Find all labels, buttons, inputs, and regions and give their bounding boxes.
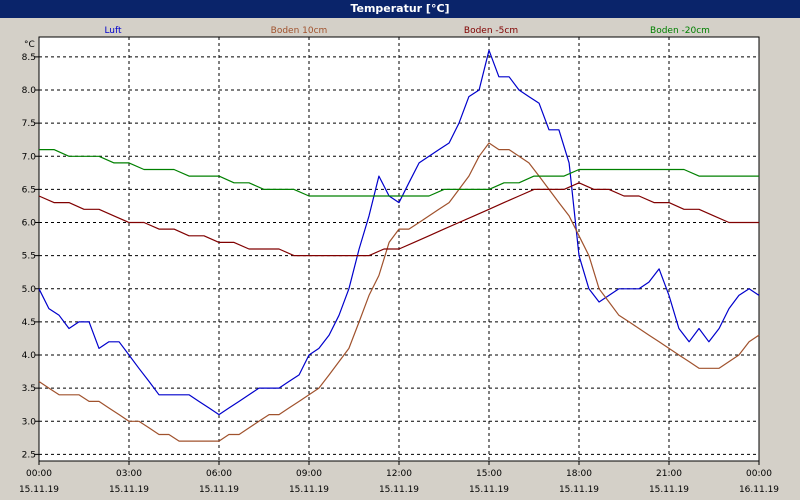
x-tick-time: 12:00	[386, 469, 412, 479]
x-tick-date: 15.11.19	[19, 485, 59, 495]
legend-label-0: Luft	[104, 26, 122, 36]
series-line-3	[39, 149, 759, 197]
y-tick-label: 4.0	[22, 351, 37, 361]
series-line-0	[38, 49, 760, 416]
y-tick-label: 2.5	[22, 450, 36, 460]
x-tick-date: 16.11.19	[739, 485, 779, 495]
series-group	[38, 49, 760, 442]
y-tick-label: 6.5	[22, 185, 36, 195]
x-tick-time: 00:00	[26, 469, 52, 479]
x-tick-date: 15.11.19	[199, 485, 239, 495]
series-line-1	[38, 142, 760, 442]
window-title: Temperatur [°C]	[0, 0, 800, 18]
y-tick-label: 7.0	[22, 152, 37, 162]
x-tick-time: 18:00	[566, 469, 592, 479]
y-tick-label: 7.5	[22, 119, 36, 129]
y-tick-label: 3.0	[22, 417, 37, 427]
x-axis: 00:00 15.11.19 03:00 15.11.19 06:00 15.11.19 0…	[19, 461, 779, 495]
x-tick-date: 15.11.19	[469, 485, 509, 495]
x-tick-time: 03:00	[116, 469, 142, 479]
y-tick-label: 8.0	[22, 86, 37, 96]
legend-label-2: Boden -5cm	[464, 26, 518, 36]
legend-label-3: Boden -20cm	[650, 26, 710, 36]
legend-label-1: Boden 10cm	[271, 26, 328, 36]
y-tick-label: 6.0	[22, 219, 37, 229]
x-tick-date: 15.11.19	[379, 485, 419, 495]
x-tick-date: 15.11.19	[559, 485, 599, 495]
y-tick-label: 5.5	[22, 252, 36, 262]
y-tick-label: 3.5	[22, 384, 36, 394]
y-tick-label: 4.5	[22, 318, 36, 328]
y-axis-unit: °C	[24, 40, 35, 50]
x-tick-time: 15:00	[476, 469, 502, 479]
y-tick-label: 8.5	[22, 53, 36, 63]
x-tick-time: 00:00	[746, 469, 772, 479]
y-axis: 2.5 3.0 3.5 4.0 4.5 5.0 5.5 6.0 6.5 7.0 7.5 8.0 8.5	[22, 53, 39, 460]
x-tick-time: 06:00	[206, 469, 232, 479]
x-tick-date: 15.11.19	[109, 485, 149, 495]
x-tick-date: 15.11.19	[289, 485, 329, 495]
x-tick-date: 15.11.19	[649, 485, 689, 495]
legend: Luft Boden 10cm Boden -5cm Boden -20cm	[104, 26, 710, 36]
x-tick-time: 09:00	[296, 469, 322, 479]
y-tick-label: 5.0	[22, 285, 37, 295]
series-line-2	[38, 182, 759, 257]
x-tick-time: 21:00	[656, 469, 682, 479]
